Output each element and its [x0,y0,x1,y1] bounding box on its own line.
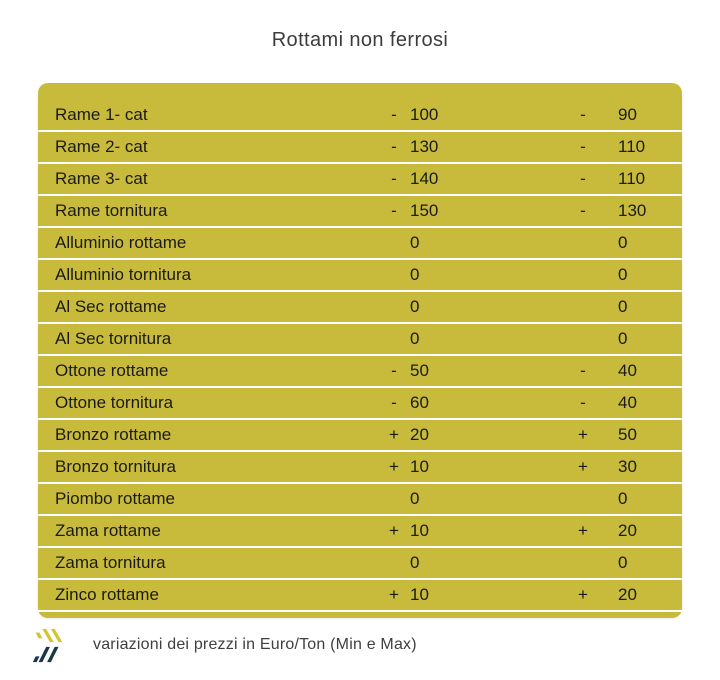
price-table-panel: Rame 1- cat - 100 - 90 Rame 2- cat - 130… [38,83,682,618]
min-value: 140 [410,169,439,188]
max-value: 30 [618,457,637,476]
max-value: 0 [618,297,628,316]
material-label: Alluminio rottame [55,233,187,252]
material-label: Zinco rottame [55,585,159,604]
min-sign: + [389,457,399,476]
min-value: 60 [410,393,429,412]
footer-caption-row: variazioni dei prezzi in Euro/Ton (Min e… [30,624,720,666]
table-row: Al Sec tornitura 0 0 [38,324,682,356]
min-sign: + [389,585,399,604]
material-label: Ottone tornitura [55,393,174,412]
min-value: 20 [410,425,429,444]
min-value: 0 [410,553,420,572]
max-sign: + [578,425,588,444]
max-value: 0 [618,265,628,284]
material-label: Al Sec rottame [55,297,167,316]
min-sign: + [389,425,399,444]
min-value: 150 [410,201,439,220]
min-value: 0 [410,329,420,348]
material-label: Rame 1- cat [55,105,148,124]
min-sign: - [391,201,397,220]
material-label: Ottone rottame [55,361,169,380]
table-row: Rame 3- cat - 140 - 110 [38,164,682,196]
max-value: 90 [618,105,637,124]
max-value: 0 [618,329,628,348]
material-label: Piombo rottame [55,489,175,508]
table-row: Rame 1- cat - 100 - 90 [38,100,682,132]
max-value: 40 [618,393,637,412]
max-value: 0 [618,553,628,572]
min-value: 10 [410,585,429,604]
min-value: 10 [410,521,429,540]
min-sign: - [391,105,397,124]
max-sign: + [578,521,588,540]
min-value: 0 [410,297,420,316]
max-value: 20 [618,585,637,604]
max-sign: - [580,393,586,412]
max-value: 40 [618,361,637,380]
max-value: 110 [618,169,646,188]
table-row: Zama tornitura 0 0 [38,548,682,580]
material-label: Rame 2- cat [55,137,148,156]
max-value: 0 [618,233,628,252]
max-sign: - [580,105,586,124]
max-sign: - [580,169,586,188]
min-value: 0 [410,489,420,508]
price-table: Rame 1- cat - 100 - 90 Rame 2- cat - 130… [38,100,682,612]
footer-caption: variazioni dei prezzi in Euro/Ton (Min e… [93,636,417,653]
table-row: Bronzo tornitura + 10 + 30 [38,452,682,484]
table-row: Rame 2- cat - 130 - 110 [38,132,682,164]
table-row: Ottone tornitura - 60 - 40 [38,388,682,420]
material-label: Bronzo tornitura [55,457,176,476]
material-label: Rame 3- cat [55,169,148,188]
material-label: Zama tornitura [55,553,166,572]
max-sign: - [580,361,586,380]
material-label: Bronzo rottame [55,425,172,444]
table-row: Zama rottame + 10 + 20 [38,516,682,548]
table-row: Alluminio tornitura 0 0 [38,260,682,292]
table-row: Bronzo rottame + 20 + 50 [38,420,682,452]
page-title: Rottami non ferrosi [271,29,449,51]
min-value: 130 [410,137,439,156]
table-row: Al Sec rottame 0 0 [38,292,682,324]
table-row: Zinco rottame + 10 + 20 [38,580,682,612]
max-value: 20 [618,521,637,540]
max-sign: + [578,585,588,604]
max-sign: - [580,201,586,220]
min-value: 0 [410,265,420,284]
max-sign: - [580,137,586,156]
material-label: Al Sec tornitura [55,329,172,348]
table-row: Rame tornitura - 150 - 130 [38,196,682,228]
min-sign: - [391,169,397,188]
table-row: Piombo rottame 0 0 [38,484,682,516]
min-value: 10 [410,457,429,476]
min-sign: - [391,393,397,412]
table-row: Alluminio rottame 0 0 [38,228,682,260]
max-value: 50 [618,425,637,444]
table-row: Ottone rottame - 50 - 40 [38,356,682,388]
double-slash-logo-icon [32,628,63,663]
max-value: 0 [618,489,628,508]
min-value: 100 [410,105,439,124]
material-label: Alluminio tornitura [55,265,192,284]
min-sign: - [391,361,397,380]
max-sign: + [578,457,588,476]
min-value: 0 [410,233,420,252]
min-sign: - [391,137,397,156]
min-value: 50 [410,361,429,380]
min-sign: + [389,521,399,540]
material-label: Zama rottame [55,521,161,540]
max-value: 110 [618,137,646,156]
material-label: Rame tornitura [55,201,168,220]
max-value: 130 [618,201,647,220]
